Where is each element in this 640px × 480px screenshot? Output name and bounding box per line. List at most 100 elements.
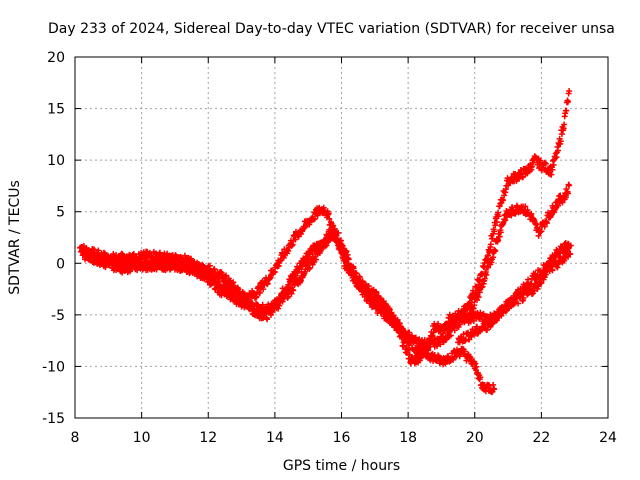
data-point — [285, 293, 292, 300]
data-point — [485, 252, 492, 259]
data-point — [435, 320, 442, 327]
data-point — [555, 147, 562, 154]
data-point — [492, 222, 499, 229]
data-point — [275, 305, 282, 312]
data-point — [487, 241, 494, 248]
x-axis-title: GPS time / hours — [283, 458, 400, 474]
data-point — [566, 87, 573, 94]
data-point — [90, 250, 97, 257]
data-point — [549, 166, 556, 173]
y-tick-label: -15 — [42, 411, 65, 427]
x-tick-label: 14 — [266, 430, 284, 446]
data-point — [495, 237, 502, 244]
x-tick-label: 22 — [532, 430, 550, 446]
data-point — [306, 264, 313, 271]
data-point — [562, 194, 569, 201]
data-point — [550, 161, 557, 168]
data-point — [437, 341, 444, 348]
data-point — [372, 299, 379, 306]
data-point — [481, 275, 488, 282]
data-point — [326, 215, 333, 222]
data-point — [476, 289, 483, 296]
data-point — [223, 272, 230, 279]
y-tick-label: -5 — [51, 308, 65, 324]
series-track-3 — [81, 226, 498, 396]
data-point — [474, 292, 481, 299]
y-tick-label: 5 — [56, 205, 65, 221]
data-point — [399, 325, 406, 332]
data-point — [502, 217, 509, 224]
x-tick-label: 16 — [333, 430, 351, 446]
series-track-1 — [76, 87, 573, 367]
data-point — [561, 121, 568, 128]
data-point — [528, 163, 535, 170]
data-point — [491, 228, 498, 235]
data-point — [297, 277, 304, 284]
data-point — [563, 107, 570, 114]
x-tick-label: 20 — [466, 430, 484, 446]
data-point — [322, 239, 329, 246]
data-point — [496, 233, 503, 240]
data-point — [451, 327, 458, 334]
data-point — [256, 289, 263, 296]
data-point — [447, 332, 454, 339]
y-tick-label: 20 — [47, 50, 65, 66]
data-point — [541, 223, 548, 230]
series-track-5 — [455, 242, 574, 346]
data-point — [279, 298, 286, 305]
series-track-2 — [78, 181, 573, 353]
data-series — [76, 87, 574, 396]
data-point — [537, 229, 544, 236]
data-point — [410, 339, 417, 346]
data-point — [541, 159, 548, 166]
data-point — [285, 248, 292, 255]
data-point — [312, 256, 319, 263]
data-point — [365, 283, 372, 290]
data-point — [333, 232, 340, 239]
data-point — [91, 246, 98, 253]
x-tick-label: 12 — [199, 430, 217, 446]
data-point — [515, 300, 522, 307]
axis-ticks: 8 10 12 14 16 18 20 22 24 -15 -10 -5 0 5 10 15 20 — [42, 50, 617, 446]
data-point — [229, 285, 236, 292]
data-point — [188, 255, 195, 262]
data-point — [555, 202, 562, 209]
data-point — [215, 273, 222, 280]
data-point — [362, 291, 369, 298]
data-point — [292, 236, 299, 243]
data-point — [137, 256, 144, 263]
data-point — [310, 216, 317, 223]
data-point — [358, 282, 365, 289]
data-point — [475, 294, 482, 301]
data-point — [557, 138, 564, 145]
data-point — [429, 332, 436, 339]
data-point — [565, 98, 572, 105]
data-point — [439, 324, 446, 331]
data-point — [516, 175, 523, 182]
data-point — [317, 248, 324, 255]
x-tick-label: 24 — [599, 430, 617, 446]
data-point — [520, 295, 527, 302]
data-point — [528, 210, 535, 217]
data-point — [391, 316, 398, 323]
data-point — [549, 267, 556, 274]
data-point — [421, 346, 428, 353]
data-point — [406, 351, 413, 358]
data-point — [493, 219, 500, 226]
data-point — [290, 287, 297, 294]
data-point — [178, 254, 185, 261]
y-tick-label: 15 — [47, 102, 65, 118]
data-point — [191, 258, 198, 265]
data-point — [495, 213, 502, 220]
data-point — [341, 248, 348, 255]
data-point — [344, 255, 351, 262]
data-point — [565, 190, 572, 197]
chart-title: Day 233 of 2024, Sidereal Day-to-day VTE… — [48, 21, 615, 37]
data-point — [500, 196, 507, 203]
data-point — [483, 326, 490, 333]
data-point — [95, 247, 102, 254]
data-point — [542, 160, 549, 167]
y-tick-label: 10 — [47, 153, 65, 169]
data-point — [558, 131, 565, 138]
